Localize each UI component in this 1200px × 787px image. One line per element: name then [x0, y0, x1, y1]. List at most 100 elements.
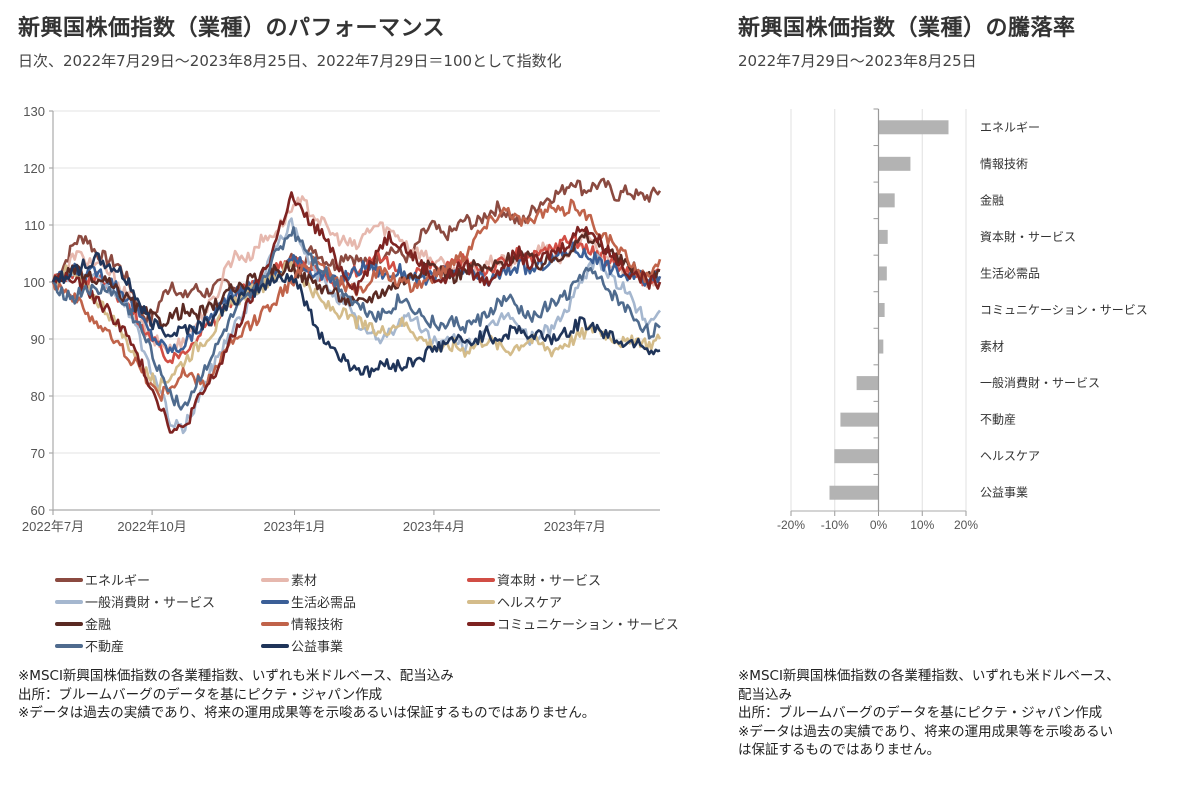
legend-item: ヘルスケア [467, 592, 562, 611]
note-line: は保証するものではありません。 [738, 742, 941, 758]
legend-label: 情報技術 [291, 618, 344, 633]
x-tick-label: 2022年7月 [22, 519, 84, 534]
category-label: 不動産 [980, 412, 1016, 427]
legend-item: 資本財・サービス [467, 570, 601, 589]
legend-label: コミュニケーション・サービス [497, 618, 679, 633]
y-tick-label: 90 [31, 332, 45, 347]
x-tick-label: -20% [777, 518, 805, 532]
note-line: ※MSCI新興国株価指数の各業種指数、いずれも米ドルベース、 [738, 668, 1120, 684]
note-line: 配当込み [738, 686, 792, 703]
legend-item: 不動産 [55, 636, 124, 655]
y-tick-label: 60 [31, 503, 45, 518]
x-tick-label: 0% [870, 518, 888, 532]
legend-label: 資本財・サービス [497, 574, 602, 589]
series-line-4 [52, 241, 662, 355]
bar-chart-grid [790, 109, 967, 511]
bar [878, 303, 885, 317]
category-label: 生活必需品 [980, 266, 1040, 280]
legend-swatch [261, 577, 289, 582]
bar [878, 193, 895, 208]
legend-label: 金融 [85, 618, 112, 633]
legend-label: 素材 [291, 574, 318, 589]
legend-label: 生活必需品 [291, 596, 357, 611]
legend-label: 不動産 [85, 640, 125, 655]
y-tick-label: 120 [23, 161, 45, 176]
bar-chart-title: 新興国株価指数（業種）の騰落率 [738, 16, 1076, 41]
legend-item: 一般消費財・サービス [55, 592, 215, 611]
line-chart-grid [53, 110, 660, 454]
legend-item: コミュニケーション・サービス [467, 614, 679, 633]
series-line-10 [51, 251, 661, 379]
bar [878, 156, 911, 171]
legend-label: 公益事業 [291, 640, 344, 655]
legend-swatch [467, 599, 495, 604]
legend-item: 情報技術 [261, 614, 343, 633]
x-tick-label: 10% [910, 518, 934, 532]
line-chart-y-axis: 60 70 80 90 100 110 120 130 [23, 104, 54, 518]
bar [829, 485, 879, 500]
legend-swatch [261, 621, 289, 626]
legend-swatch [55, 577, 83, 582]
y-tick-label: 110 [24, 218, 45, 233]
category-label: 一般消費財・サービス [980, 375, 1100, 390]
category-label: 素材 [980, 340, 1004, 354]
bar-chart-bars [829, 120, 949, 500]
note-line: 出所：ブルームバーグのデータを基にピクテ・ジャパン作成 [18, 686, 383, 703]
bar-chart-subtitle: 2022年7月29日～2023年8月25日 [738, 52, 977, 70]
bar-chart-category-labels: エネルギー情報技術金融資本財・サービス生活必需品コミュニケーション・サービス素材… [980, 120, 1148, 499]
category-label: 金融 [980, 192, 1004, 207]
category-label: 公益事業 [980, 486, 1028, 500]
bar [878, 339, 884, 354]
y-tick-label: 70 [31, 446, 45, 461]
legend-swatch [55, 643, 83, 648]
bar-chart-notes: ※MSCI新興国株価指数の各業種指数、いずれも米ドルベース、 配当込み 出所：ブ… [738, 667, 1193, 760]
x-tick-label: 2023年7月 [544, 519, 606, 534]
bar [878, 229, 888, 244]
bar [856, 376, 879, 391]
bar [834, 449, 879, 464]
legend-swatch [261, 599, 289, 604]
bar [878, 266, 887, 281]
legend-item: 素材 [261, 570, 317, 589]
legend-swatch [55, 621, 83, 626]
note-line: 出所：ブルームバーグのデータを基にピクテ・ジャパン作成 [738, 705, 1103, 721]
category-label: ヘルスケア [980, 449, 1040, 463]
note-line: ※MSCI新興国株価指数の各業種指数、いずれも米ドルベース、配当込み [18, 668, 454, 684]
legend-swatch [55, 599, 83, 604]
legend-swatch [467, 577, 495, 582]
legend-item: エネルギー [55, 570, 150, 589]
series-line-8 [52, 191, 662, 434]
category-label: コミュニケーション・サービス [980, 303, 1148, 317]
series-line-9 [52, 226, 661, 411]
line-chart-notes: ※MSCI新興国株価指数の各業種指数、いずれも米ドルベース、配当込み 出所：ブル… [18, 667, 718, 723]
legend-swatch [261, 643, 289, 648]
legend-swatch [467, 621, 495, 626]
y-tick-label: 100 [23, 275, 45, 290]
note-line: ※データは過去の実績であり、将来の運用成果等を示唆あるいは保証するものではありま… [18, 705, 596, 721]
series-line-5 [51, 260, 662, 392]
line-chart-title: 新興国株価指数（業種）のパフォーマンス [18, 16, 446, 41]
legend-label: 一般消費財・サービス [85, 596, 216, 611]
category-label: 情報技術 [980, 157, 1028, 171]
x-tick-label: 2023年4月 [403, 519, 465, 534]
line-chart-series [51, 177, 662, 435]
line-chart-x-axis: 2022年7月 2022年10月 2023年1月 2023年4月 2023年7月 [22, 509, 660, 534]
legend-item: 公益事業 [261, 636, 343, 655]
legend-label: エネルギー [85, 574, 151, 589]
category-label: エネルギー [980, 120, 1040, 134]
line-chart: 60 70 80 90 100 110 120 130 2022年7月 2022年10月 2023… [22, 104, 662, 534]
note-line: ※データは過去の実績であり、将来の運用成果等を示唆あるい [738, 723, 1114, 740]
category-label: 資本財・サービス [980, 229, 1076, 244]
bar [840, 412, 879, 427]
x-tick-label: -10% [821, 518, 849, 532]
y-tick-label: 130 [23, 104, 45, 119]
line-chart-subtitle: 日次、2022年7月29日～2023年8月25日、2022年7月29日＝100と… [18, 52, 562, 70]
bar-chart: -20% -10% 0% 10% 20% エネルギー情報技術金融資本財・サービス生活必需… [777, 108, 1148, 532]
bar-chart-axis: -20% -10% 0% 10% 20% [777, 108, 978, 532]
legend-label: ヘルスケア [497, 596, 563, 611]
bar [878, 120, 949, 135]
y-tick-label: 80 [31, 389, 45, 404]
legend-item: 金融 [55, 614, 111, 633]
x-tick-label: 20% [954, 518, 978, 532]
legend-item: 生活必需品 [261, 592, 356, 611]
